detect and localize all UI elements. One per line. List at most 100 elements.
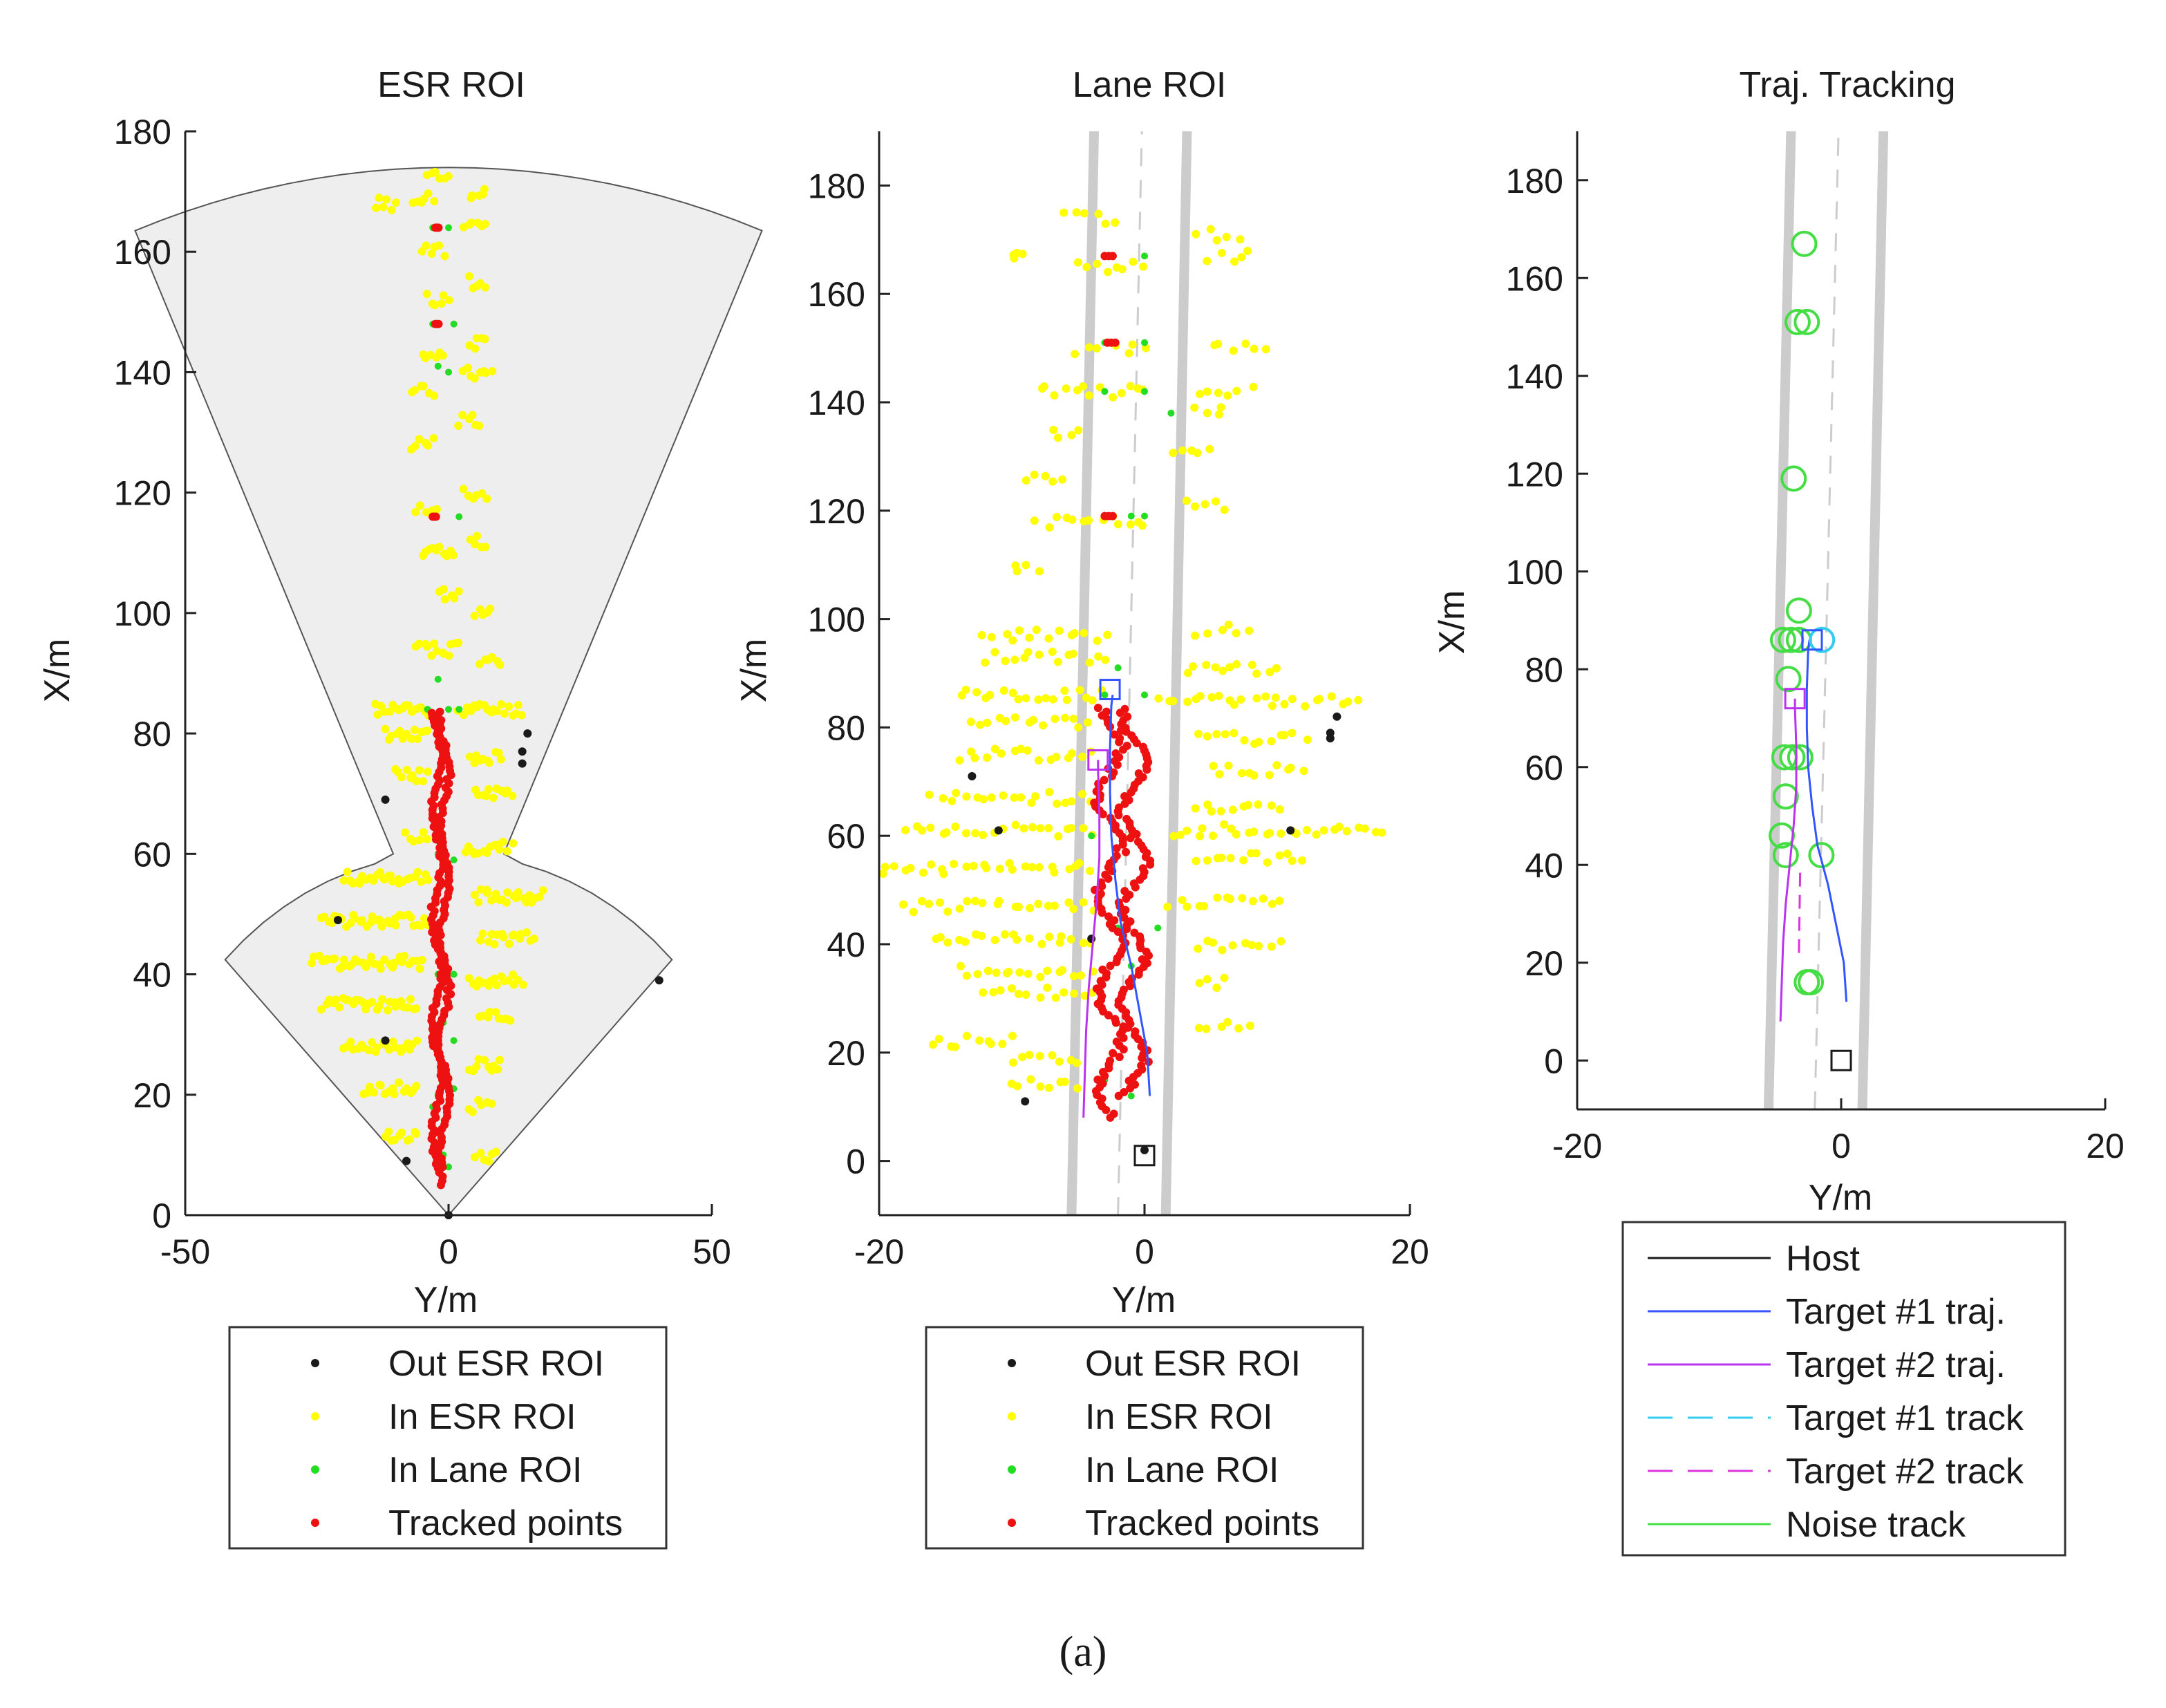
lane-roi-in-esr-point (970, 753, 979, 762)
lane-roi-in-lane-point (1141, 252, 1148, 260)
traj-tracking-noise-circle (1772, 783, 1799, 810)
lane-roi-in-esr-point (1010, 713, 1019, 722)
lane-roi-in-esr-point (1223, 1017, 1232, 1026)
lane-roi-in-esr-point (1037, 939, 1046, 948)
esr-roi-in-esr-point (491, 1147, 500, 1156)
esr-roi-in-esr-point (368, 1038, 377, 1047)
esr-roi-in-esr-point (465, 752, 474, 761)
traj-tracking-legend-label: Target #2 track (1786, 1452, 2024, 1492)
esr-roi-in-esr-point (427, 250, 436, 259)
esr-roi-in-esr-point (412, 776, 421, 785)
esr-roi-in-esr-point (424, 189, 433, 198)
lane-roi-in-esr-point (962, 829, 971, 838)
esr-roi-in-esr-point (440, 252, 449, 261)
esr-roi-y-tick-label: 140 (114, 353, 171, 392)
lane-roi-in-esr-point (1218, 626, 1227, 635)
lane-roi-in-esr-point (1207, 807, 1216, 816)
lane-roi-in-esr-point (880, 863, 889, 872)
traj-tracking-noise-circle (1779, 744, 1806, 771)
esr-roi-in-esr-point (464, 364, 473, 373)
lane-roi-in-esr-point (1082, 693, 1091, 702)
lane-roi-in-esr-point (977, 932, 986, 941)
lane-roi-in-esr-point (950, 859, 959, 868)
lane-roi-in-esr-point (1074, 723, 1083, 732)
esr-roi-in-esr-point (395, 726, 404, 735)
lane-roi-in-esr-point (943, 938, 952, 947)
lane-roi-y-tick-label: 20 (827, 1034, 865, 1073)
lane-roi-in-esr-point (1377, 828, 1386, 837)
lane-roi-tracked-point (1112, 852, 1121, 861)
lane-roi-in-esr-point (1275, 805, 1284, 814)
esr-roi-tracked-point (434, 319, 443, 328)
esr-roi-tracked-point (434, 223, 443, 232)
lane-roi-in-esr-point (1237, 769, 1246, 778)
lane-roi-tracked-point (1114, 803, 1123, 812)
traj-tracking-noise-circle (1772, 842, 1799, 869)
esr-roi-in-esr-point (486, 604, 495, 613)
lane-roi-in-esr-point (1202, 1024, 1211, 1033)
lane-roi-in-esr-point (951, 822, 960, 831)
esr-roi-in-esr-point (450, 594, 459, 603)
lane-roi-in-esr-point (1254, 738, 1263, 747)
traj-tracking-title: Traj. Tracking (1739, 65, 1955, 105)
esr-roi-out-esr-point (518, 759, 527, 768)
lane-roi-in-esr-point (1267, 942, 1276, 951)
lane-roi-in-esr-point (1232, 386, 1241, 395)
lane-roi-in-esr-point (901, 826, 910, 835)
esr-roi-in-esr-point (491, 1008, 500, 1017)
lane-roi-in-esr-point (1103, 630, 1112, 639)
lane-roi-legend-marker (1008, 1359, 1016, 1367)
esr-roi-in-esr-point (368, 997, 377, 1006)
lane-roi-in-esr-point (987, 793, 996, 802)
lane-roi-in-esr-point (1194, 729, 1203, 738)
esr-roi-in-esr-point (481, 283, 490, 292)
lane-roi-legend-label: In Lane ROI (1085, 1450, 1279, 1490)
lane-roi-in-esr-point (1050, 901, 1059, 910)
esr-roi-in-esr-point (411, 442, 420, 451)
traj-tracking-y-tick-label: 60 (1525, 749, 1563, 787)
traj-tracking-y-tick-label: 180 (1506, 162, 1563, 200)
esr-roi-in-esr-point (508, 791, 517, 800)
esr-roi-in-esr-point (375, 915, 384, 924)
lane-roi-lane-boundary (1160, 131, 1192, 1216)
esr-roi-in-esr-point (435, 543, 444, 552)
lane-roi-in-esr-point (962, 862, 971, 871)
esr-roi-in-esr-point (467, 218, 475, 227)
lane-roi-in-esr-point (1265, 829, 1274, 838)
esr-roi-in-esr-point (444, 651, 453, 660)
esr-roi-in-esr-point (423, 835, 432, 844)
esr-roi-in-esr-point (475, 421, 484, 430)
lane-roi-in-esr-point (1018, 250, 1027, 259)
lane-roi-in-esr-point (1043, 966, 1052, 975)
esr-roi-in-esr-point (484, 1157, 493, 1166)
lane-roi-in-esr-point (1052, 513, 1061, 522)
lane-roi-lane-center-dashed (1117, 131, 1143, 1216)
lane-roi-in-esr-point (1053, 799, 1062, 808)
lane-roi-in-esr-point (926, 823, 935, 832)
lane-roi-in-esr-point (1069, 972, 1078, 981)
lane-roi-in-esr-point (1042, 694, 1051, 703)
lane-roi-in-esr-point (1111, 218, 1120, 227)
lane-roi-in-esr-point (1203, 409, 1212, 417)
lane-roi-in-esr-point (1001, 717, 1010, 726)
esr-roi-in-esr-point (384, 1006, 393, 1015)
lane-roi-in-esr-point (1126, 520, 1135, 529)
lane-roi-tracked-point (1120, 887, 1129, 896)
lane-roi-in-esr-point (961, 685, 970, 694)
lane-roi-in-esr-point (1354, 695, 1363, 704)
lane-roi-legend-box (925, 1326, 1364, 1550)
lane-roi-in-esr-point (1050, 391, 1059, 400)
lane-roi-in-esr-point (1327, 692, 1336, 701)
lane-roi-in-esr-point (1183, 697, 1192, 706)
esr-roi-in-esr-point (384, 1127, 393, 1136)
lane-roi-in-esr-point (1212, 236, 1221, 245)
lane-roi-in-esr-point (999, 791, 1008, 800)
lane-roi-in-esr-point (1203, 800, 1212, 809)
lane-roi-in-esr-point (1241, 939, 1250, 948)
lane-roi-in-esr-point (1014, 903, 1023, 912)
esr-roi-in-lane-point (445, 224, 452, 232)
lane-roi-in-esr-point (1213, 893, 1222, 902)
lane-roi-in-esr-point (1211, 663, 1220, 672)
lane-roi-in-esr-point (963, 897, 972, 905)
